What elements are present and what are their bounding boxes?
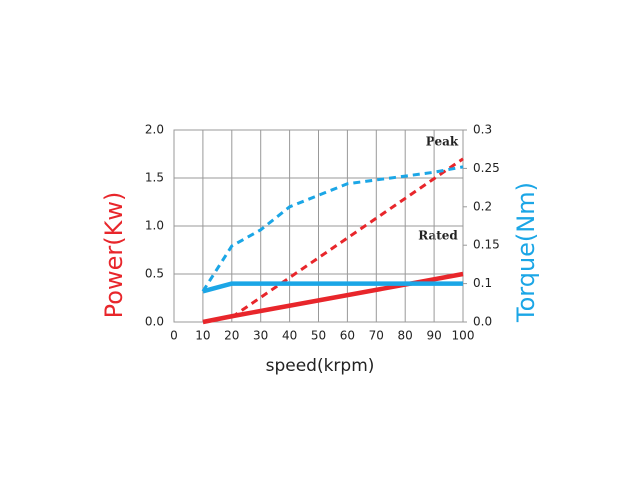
- y2-axis-label: Torque(Nm): [512, 182, 540, 323]
- y2-tick-label: 0.1: [473, 276, 492, 290]
- x-tick-label: 70: [369, 329, 384, 343]
- x-tick-label: 40: [282, 329, 297, 343]
- x-tick-label: 10: [195, 329, 210, 343]
- x-tick-label: 80: [398, 329, 413, 343]
- y-tick-label: 1.0: [145, 219, 164, 233]
- y2-tick-label: 0.15: [473, 238, 500, 252]
- y-tick-label: 0.5: [145, 267, 164, 281]
- x-axis-label: speed(krpm): [266, 356, 375, 376]
- x-tick-label: 0: [170, 329, 178, 343]
- series-line: [201, 165, 464, 293]
- x-tick-label: 50: [311, 329, 326, 343]
- y2-tick-label: 0.0: [473, 315, 492, 329]
- x-tick-label: 30: [253, 329, 268, 343]
- series-line: [202, 281, 463, 294]
- y-tick-label: 2.0: [145, 123, 164, 137]
- y2-tick-label: 0.2: [473, 199, 492, 213]
- annotation: Peak: [426, 135, 459, 149]
- y-tick-label: 0.0: [145, 315, 164, 329]
- y-tick-label: 1.5: [145, 171, 164, 185]
- y2-tick-label: 0.25: [473, 161, 500, 175]
- series-line: [202, 271, 464, 325]
- series-line: [230, 157, 464, 319]
- annotation: Rated: [418, 229, 458, 243]
- x-tick-label: 20: [224, 329, 239, 343]
- y-axis-label: Power(Kw): [100, 192, 128, 319]
- x-tick-label: 90: [426, 329, 441, 343]
- x-tick-label: 100: [452, 329, 475, 343]
- x-tick-label: 60: [340, 329, 355, 343]
- y2-tick-label: 0.3: [473, 123, 492, 137]
